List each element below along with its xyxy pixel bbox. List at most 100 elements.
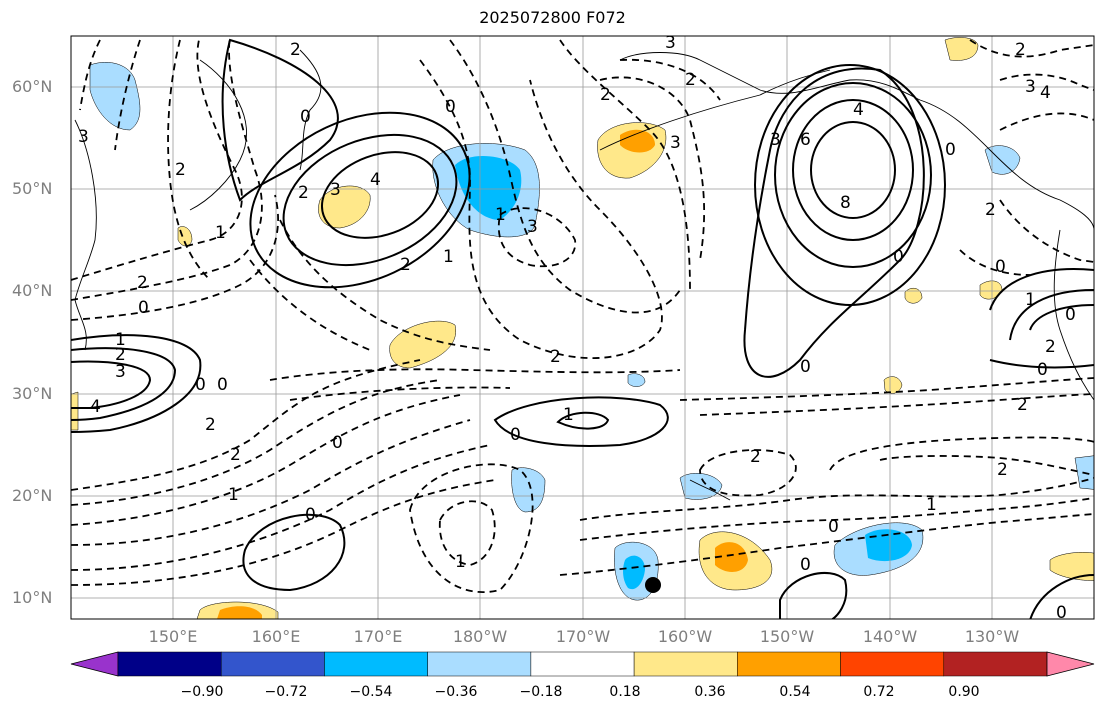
contours-positive (71, 38, 1094, 619)
contour-label: 2 (685, 70, 696, 90)
location-marker (645, 577, 661, 593)
contour-label: 2 (985, 200, 996, 220)
contour-label: 2 (230, 445, 241, 465)
colorbar-tick-label: 0.54 (779, 684, 811, 700)
coastlines (74, 49, 1094, 501)
lon-label: 170°W (555, 627, 611, 646)
colorbar-tick-label: −0.90 (180, 684, 224, 700)
contour-label: 0 (138, 298, 149, 318)
contour-label: 0 (800, 357, 811, 377)
colorbar-tick-label: −0.18 (519, 684, 563, 700)
contour-label: 0 (305, 505, 316, 525)
lon-label: 130°W (964, 627, 1020, 646)
contour-label: 2 (175, 160, 186, 180)
contour-label: 2 (298, 183, 309, 203)
lon-label: 150°E (148, 627, 198, 646)
colorbar-tick-label: 0.18 (609, 684, 641, 700)
colorbar-segment (427, 651, 532, 677)
contour-label: 2 (1015, 40, 1026, 60)
colorbar-tick-label: 0.36 (694, 684, 726, 700)
contour-label: 0 (945, 140, 956, 160)
contour-label: 0 (510, 425, 521, 445)
contour-label: 4 (1040, 83, 1051, 103)
lat-label: 10°N (12, 588, 53, 607)
lon-label: 170°E (353, 627, 403, 646)
lat-label: 60°N (12, 77, 53, 96)
colorbar-segment (737, 651, 841, 677)
contour-label: 1 (215, 223, 226, 243)
contour-label: 1 (495, 205, 506, 225)
contour-label: 3 (670, 133, 681, 153)
lon-label: 150°W (759, 627, 815, 646)
contour-label: 2 (600, 85, 611, 105)
contour-label: 3 (527, 217, 538, 237)
colorbar-extend-low (70, 651, 119, 677)
contour-label: 6 (800, 130, 811, 150)
contour-label: 2 (750, 447, 761, 467)
contour-label: 3 (78, 127, 89, 147)
contour-label: 3 (330, 180, 341, 200)
contour-label: 0 (1056, 603, 1067, 623)
contour-label: 4 (90, 397, 101, 417)
contour-label: 1 (228, 485, 239, 505)
contours-negative (71, 36, 1094, 594)
map-title: 2025072800 F072 (479, 8, 626, 27)
lon-label: 180°W (452, 627, 508, 646)
contour-label: 0 (445, 97, 456, 117)
lat-label: 30°N (12, 384, 53, 403)
contour-label: 2 (205, 415, 216, 435)
contour-label: 2 (290, 40, 301, 60)
contour-label: 0 (1065, 305, 1076, 325)
colorbar-segment (943, 651, 1048, 677)
contour-label: 0 (995, 257, 1006, 277)
contour-label: 3 (770, 130, 781, 150)
colorbar-tick-label: 0.72 (863, 684, 895, 700)
colorbar-segment (220, 651, 325, 677)
contour-label: 0 (1037, 360, 1048, 380)
contour-label: 1 (455, 552, 466, 572)
contour-label: 2 (115, 345, 126, 365)
lon-label: 140°W (862, 627, 918, 646)
shaded-anomaly-areas (71, 37, 1094, 619)
contour-label: 4 (370, 170, 381, 190)
lon-label: 160°W (657, 627, 713, 646)
colorbar (70, 651, 1095, 677)
lat-label: 20°N (12, 486, 53, 505)
contour-label: 1 (1025, 290, 1036, 310)
colorbar-segment (530, 651, 635, 677)
colorbar-tick-label: −0.36 (434, 684, 478, 700)
contour-label: 8 (840, 193, 851, 213)
contour-label: 2 (137, 273, 148, 293)
map-background (71, 36, 1094, 619)
contour-label: 0 (217, 375, 228, 395)
contour-label: 4 (853, 100, 864, 120)
contour-label: 2 (1045, 337, 1056, 357)
contour-label: 2 (550, 347, 561, 367)
lat-label: 40°N (12, 281, 53, 300)
lon-label: 160°E (251, 627, 301, 646)
map-frame (70, 35, 1095, 620)
contour-label: 2 (1017, 395, 1028, 415)
colorbar-tick-label: −0.54 (349, 684, 393, 700)
lat-label: 50°N (12, 179, 53, 198)
contour-label: 0 (828, 517, 839, 537)
contour-label: 1 (926, 495, 937, 515)
colorbar-extend-high (1046, 651, 1095, 677)
colorbar-segment (117, 651, 222, 677)
map-content: 2 2 3 2 3 4 0 2 3 2 0 0 0 3 6 4 8 3 2 0 … (71, 33, 1094, 623)
contour-label: 0 (800, 555, 811, 575)
colorbar-tick-label: 0.90 (948, 684, 980, 700)
contour-label: 0 (300, 107, 311, 127)
contour-label: 1 (115, 330, 126, 350)
contour-label: 3 (1025, 77, 1036, 97)
contour-label: 0 (893, 247, 904, 267)
contour-label: 2 (997, 460, 1008, 480)
colorbar-segment (633, 651, 738, 677)
contour-label: 3 (115, 362, 126, 382)
contour-label: 2 (400, 255, 411, 275)
contour-label: 0 (332, 433, 343, 453)
contour-labels: 2 2 3 2 3 4 0 2 3 2 0 0 0 3 6 4 8 3 2 0 … (78, 33, 1076, 623)
colorbar-tick-label: −0.72 (264, 684, 308, 700)
contour-label: 3 (665, 33, 676, 53)
